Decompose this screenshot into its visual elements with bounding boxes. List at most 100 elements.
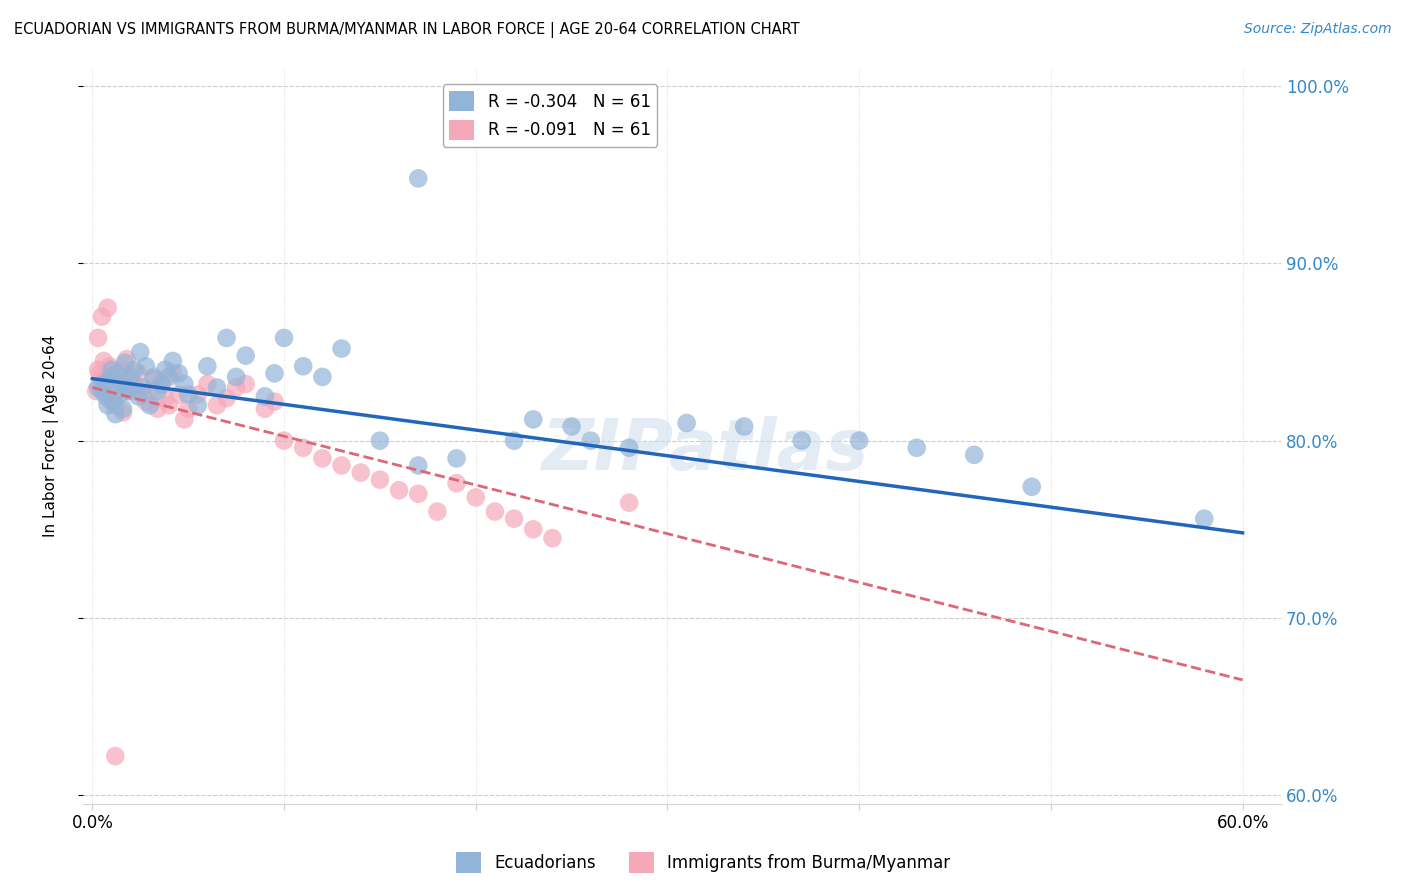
Text: Source: ZipAtlas.com: Source: ZipAtlas.com [1244, 22, 1392, 37]
Point [561, 419, 583, 434]
Point [93, 354, 115, 368]
Point [90, 310, 112, 324]
Point [522, 522, 544, 536]
Text: ECUADORIAN VS IMMIGRANTS FROM BURMA/MYANMAR IN LABOR FORCE | AGE 20-64 CORRELATI: ECUADORIAN VS IMMIGRANTS FROM BURMA/MYAN… [14, 22, 800, 38]
Point [105, 367, 128, 381]
Point [87, 380, 110, 394]
Point [263, 394, 285, 409]
Point [120, 380, 142, 394]
Point [292, 359, 315, 374]
Point [167, 367, 190, 381]
Point [104, 398, 127, 412]
Point [1194, 511, 1216, 525]
Point [503, 434, 526, 448]
Point [100, 394, 122, 409]
Point [522, 412, 544, 426]
Point [273, 331, 295, 345]
Point [118, 384, 141, 398]
Point [905, 441, 928, 455]
Point [173, 412, 195, 426]
Point [127, 367, 149, 381]
Point [311, 451, 333, 466]
Point [104, 407, 127, 421]
Point [105, 367, 128, 381]
Point [124, 376, 146, 391]
Point [142, 370, 165, 384]
Point [90, 376, 112, 391]
Point [108, 387, 131, 401]
Point [406, 487, 429, 501]
Point [162, 354, 184, 368]
Point [157, 370, 180, 384]
Point [195, 359, 218, 374]
Point [97, 301, 120, 315]
Point [146, 384, 169, 398]
Point [131, 380, 153, 394]
Point [110, 376, 132, 391]
Point [108, 376, 131, 391]
Point [205, 380, 228, 394]
Point [129, 345, 152, 359]
Point [330, 458, 353, 473]
Point [124, 363, 146, 377]
Point [111, 405, 134, 419]
Point [426, 505, 449, 519]
Point [103, 387, 125, 401]
Point [368, 434, 391, 448]
Point [90, 384, 112, 398]
Point [98, 372, 121, 386]
Point [98, 359, 121, 374]
Point [215, 391, 238, 405]
Point [225, 380, 247, 394]
Point [142, 372, 165, 386]
Text: ZIPatlas: ZIPatlas [543, 417, 869, 485]
Point [114, 370, 136, 384]
Point [87, 331, 110, 345]
Point [173, 376, 195, 391]
Y-axis label: In Labor Force | Age 20-64: In Labor Force | Age 20-64 [44, 335, 59, 538]
Point [89, 367, 111, 381]
Point [579, 434, 602, 448]
Point [139, 384, 162, 398]
Point [963, 448, 986, 462]
Point [150, 376, 173, 391]
Point [177, 387, 200, 401]
Point [94, 389, 117, 403]
Point [388, 483, 411, 498]
Point [111, 401, 134, 416]
Point [94, 370, 117, 384]
Point [464, 491, 486, 505]
Point [104, 749, 127, 764]
Point [115, 352, 138, 367]
Point [100, 363, 122, 377]
Point [235, 349, 257, 363]
Point [406, 171, 429, 186]
Point [263, 367, 285, 381]
Point [157, 398, 180, 412]
Point [118, 384, 141, 398]
Point [330, 342, 353, 356]
Point [153, 391, 176, 405]
Point [187, 387, 209, 401]
Point [187, 398, 209, 412]
Point [253, 389, 276, 403]
Point [733, 419, 755, 434]
Point [368, 473, 391, 487]
Legend: R = -0.304   N = 61, R = -0.091   N = 61: R = -0.304 N = 61, R = -0.091 N = 61 [443, 84, 658, 146]
Point [84, 384, 107, 398]
Point [167, 387, 190, 401]
Point [848, 434, 870, 448]
Point [617, 441, 640, 455]
Point [350, 466, 373, 480]
Point [103, 394, 125, 409]
Point [131, 387, 153, 401]
Point [139, 398, 162, 412]
Point [503, 511, 526, 525]
Point [484, 505, 506, 519]
Point [127, 389, 149, 403]
Point [135, 359, 157, 374]
Point [311, 370, 333, 384]
Point [97, 380, 120, 394]
Point [446, 476, 468, 491]
Point [446, 451, 468, 466]
